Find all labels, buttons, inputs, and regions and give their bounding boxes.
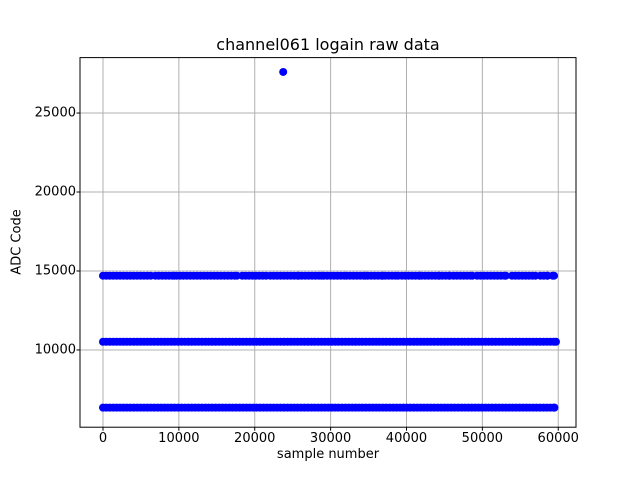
- y-tick-label: 15000: [34, 263, 76, 279]
- x-tick-label: 30000: [309, 431, 352, 446]
- data-point: [550, 271, 559, 280]
- y-tick-label: 20000: [34, 184, 76, 200]
- data-point: [550, 403, 559, 412]
- x-tick-label: 40000: [385, 431, 428, 446]
- x-tick-label: 50000: [461, 431, 504, 446]
- x-tick-label: 0: [98, 431, 108, 446]
- chart-title: channel061 logain raw data: [216, 35, 440, 54]
- y-tick-label: 25000: [34, 105, 76, 121]
- data-point-outlier: [279, 67, 288, 76]
- x-tick-label: 10000: [158, 431, 200, 446]
- data-point: [501, 271, 510, 280]
- plot-border: [79, 57, 577, 428]
- x-tick-label: 20000: [234, 431, 276, 446]
- y-axis-label: ADC Code: [9, 209, 25, 275]
- x-tick-label: 60000: [537, 431, 579, 446]
- x-axis-label: sample number: [276, 447, 380, 462]
- y-tick-label: 10000: [34, 342, 76, 358]
- data-point: [551, 337, 560, 346]
